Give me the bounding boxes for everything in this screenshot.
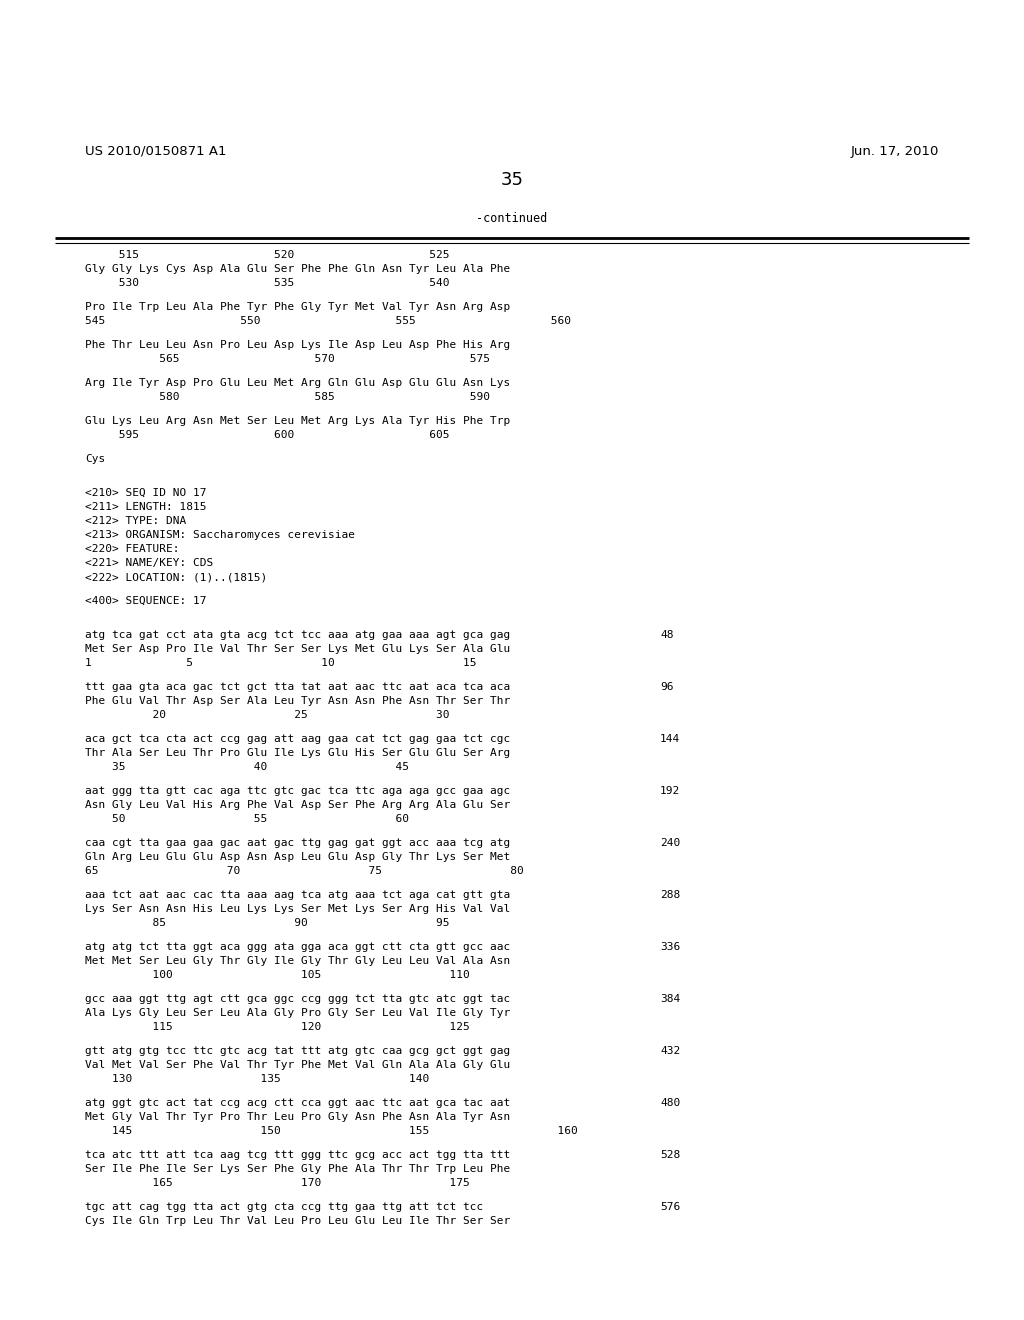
Text: <220> FEATURE:: <220> FEATURE:	[85, 544, 179, 554]
Text: <212> TYPE: DNA: <212> TYPE: DNA	[85, 516, 186, 525]
Text: 432: 432	[660, 1045, 680, 1056]
Text: Lys Ser Asn Asn His Leu Lys Lys Ser Met Lys Ser Arg His Val Val: Lys Ser Asn Asn His Leu Lys Lys Ser Met …	[85, 904, 510, 913]
Text: Ala Lys Gly Leu Ser Leu Ala Gly Pro Gly Ser Leu Val Ile Gly Tyr: Ala Lys Gly Leu Ser Leu Ala Gly Pro Gly …	[85, 1008, 510, 1018]
Text: Met Ser Asp Pro Ile Val Thr Ser Ser Lys Met Glu Lys Ser Ala Glu: Met Ser Asp Pro Ile Val Thr Ser Ser Lys …	[85, 644, 510, 653]
Text: <213> ORGANISM: Saccharomyces cerevisiae: <213> ORGANISM: Saccharomyces cerevisiae	[85, 531, 355, 540]
Text: 100                   105                   110: 100 105 110	[85, 970, 470, 979]
Text: 545                    550                    555                    560: 545 550 555 560	[85, 315, 571, 326]
Text: 145                   150                   155                   160: 145 150 155 160	[85, 1126, 578, 1137]
Text: 384: 384	[660, 994, 680, 1005]
Text: <400> SEQUENCE: 17: <400> SEQUENCE: 17	[85, 597, 207, 606]
Text: 165                   170                   175: 165 170 175	[85, 1177, 470, 1188]
Text: Pro Ile Trp Leu Ala Phe Tyr Phe Gly Tyr Met Val Tyr Asn Arg Asp: Pro Ile Trp Leu Ala Phe Tyr Phe Gly Tyr …	[85, 302, 510, 312]
Text: 240: 240	[660, 838, 680, 847]
Text: 96: 96	[660, 682, 674, 692]
Text: Cys Ile Gln Trp Leu Thr Val Leu Pro Leu Glu Leu Ile Thr Ser Ser: Cys Ile Gln Trp Leu Thr Val Leu Pro Leu …	[85, 1216, 510, 1226]
Text: atg tca gat cct ata gta acg tct tcc aaa atg gaa aaa agt gca gag: atg tca gat cct ata gta acg tct tcc aaa …	[85, 630, 510, 640]
Text: atg atg tct tta ggt aca ggg ata gga aca ggt ctt cta gtt gcc aac: atg atg tct tta ggt aca ggg ata gga aca …	[85, 942, 510, 952]
Text: 65                   70                   75                   80: 65 70 75 80	[85, 866, 523, 876]
Text: 192: 192	[660, 785, 680, 796]
Text: 130                   135                   140: 130 135 140	[85, 1074, 429, 1084]
Text: 35: 35	[501, 172, 523, 189]
Text: US 2010/0150871 A1: US 2010/0150871 A1	[85, 145, 226, 158]
Text: Phe Glu Val Thr Asp Ser Ala Leu Tyr Asn Asn Phe Asn Thr Ser Thr: Phe Glu Val Thr Asp Ser Ala Leu Tyr Asn …	[85, 696, 510, 706]
Text: 288: 288	[660, 890, 680, 900]
Text: 530                    535                    540: 530 535 540	[85, 279, 450, 288]
Text: 565                    570                    575: 565 570 575	[85, 354, 490, 364]
Text: 576: 576	[660, 1203, 680, 1212]
Text: 20                   25                   30: 20 25 30	[85, 710, 450, 719]
Text: aaa tct aat aac cac tta aaa aag tca atg aaa tct aga cat gtt gta: aaa tct aat aac cac tta aaa aag tca atg …	[85, 890, 510, 900]
Text: atg ggt gtc act tat ccg acg ctt cca ggt aac ttc aat gca tac aat: atg ggt gtc act tat ccg acg ctt cca ggt …	[85, 1098, 510, 1107]
Text: aca gct tca cta act ccg gag att aag gaa cat tct gag gaa tct cgc: aca gct tca cta act ccg gag att aag gaa …	[85, 734, 510, 744]
Text: 1              5                   10                   15: 1 5 10 15	[85, 657, 476, 668]
Text: Jun. 17, 2010: Jun. 17, 2010	[851, 145, 939, 158]
Text: <211> LENGTH: 1815: <211> LENGTH: 1815	[85, 502, 207, 512]
Text: Gln Arg Leu Glu Glu Asp Asn Asp Leu Glu Asp Gly Thr Lys Ser Met: Gln Arg Leu Glu Glu Asp Asn Asp Leu Glu …	[85, 851, 510, 862]
Text: Thr Ala Ser Leu Thr Pro Glu Ile Lys Glu His Ser Glu Glu Ser Arg: Thr Ala Ser Leu Thr Pro Glu Ile Lys Glu …	[85, 748, 510, 758]
Text: gcc aaa ggt ttg agt ctt gca ggc ccg ggg tct tta gtc atc ggt tac: gcc aaa ggt ttg agt ctt gca ggc ccg ggg …	[85, 994, 510, 1005]
Text: Val Met Val Ser Phe Val Thr Tyr Phe Met Val Gln Ala Ala Gly Glu: Val Met Val Ser Phe Val Thr Tyr Phe Met …	[85, 1060, 510, 1071]
Text: 50                   55                   60: 50 55 60	[85, 814, 409, 824]
Text: <210> SEQ ID NO 17: <210> SEQ ID NO 17	[85, 488, 207, 498]
Text: 480: 480	[660, 1098, 680, 1107]
Text: 115                   120                   125: 115 120 125	[85, 1022, 470, 1032]
Text: Phe Thr Leu Leu Asn Pro Leu Asp Lys Ile Asp Leu Asp Phe His Arg: Phe Thr Leu Leu Asn Pro Leu Asp Lys Ile …	[85, 341, 510, 350]
Text: caa cgt tta gaa gaa gac aat gac ttg gag gat ggt acc aaa tcg atg: caa cgt tta gaa gaa gac aat gac ttg gag …	[85, 838, 510, 847]
Text: <222> LOCATION: (1)..(1815): <222> LOCATION: (1)..(1815)	[85, 572, 267, 582]
Text: 35                   40                   45: 35 40 45	[85, 762, 409, 772]
Text: 85                   90                   95: 85 90 95	[85, 917, 450, 928]
Text: Asn Gly Leu Val His Arg Phe Val Asp Ser Phe Arg Arg Ala Glu Ser: Asn Gly Leu Val His Arg Phe Val Asp Ser …	[85, 800, 510, 810]
Text: 336: 336	[660, 942, 680, 952]
Text: tca atc ttt att tca aag tcg ttt ggg ttc gcg acc act tgg tta ttt: tca atc ttt att tca aag tcg ttt ggg ttc …	[85, 1150, 510, 1160]
Text: 515                    520                    525: 515 520 525	[85, 249, 450, 260]
Text: aat ggg tta gtt cac aga ttc gtc gac tca ttc aga aga gcc gaa agc: aat ggg tta gtt cac aga ttc gtc gac tca …	[85, 785, 510, 796]
Text: 144: 144	[660, 734, 680, 744]
Text: 528: 528	[660, 1150, 680, 1160]
Text: ttt gaa gta aca gac tct gct tta tat aat aac ttc aat aca tca aca: ttt gaa gta aca gac tct gct tta tat aat …	[85, 682, 510, 692]
Text: 48: 48	[660, 630, 674, 640]
Text: Met Gly Val Thr Tyr Pro Thr Leu Pro Gly Asn Phe Asn Ala Tyr Asn: Met Gly Val Thr Tyr Pro Thr Leu Pro Gly …	[85, 1111, 510, 1122]
Text: <221> NAME/KEY: CDS: <221> NAME/KEY: CDS	[85, 558, 213, 568]
Text: Gly Gly Lys Cys Asp Ala Glu Ser Phe Phe Gln Asn Tyr Leu Ala Phe: Gly Gly Lys Cys Asp Ala Glu Ser Phe Phe …	[85, 264, 510, 275]
Text: Arg Ile Tyr Asp Pro Glu Leu Met Arg Gln Glu Asp Glu Glu Asn Lys: Arg Ile Tyr Asp Pro Glu Leu Met Arg Gln …	[85, 378, 510, 388]
Text: Ser Ile Phe Ile Ser Lys Ser Phe Gly Phe Ala Thr Thr Trp Leu Phe: Ser Ile Phe Ile Ser Lys Ser Phe Gly Phe …	[85, 1164, 510, 1173]
Text: 595                    600                    605: 595 600 605	[85, 430, 450, 440]
Text: Met Met Ser Leu Gly Thr Gly Ile Gly Thr Gly Leu Leu Val Ala Asn: Met Met Ser Leu Gly Thr Gly Ile Gly Thr …	[85, 956, 510, 966]
Text: tgc att cag tgg tta act gtg cta ccg ttg gaa ttg att tct tcc: tgc att cag tgg tta act gtg cta ccg ttg …	[85, 1203, 483, 1212]
Text: Glu Lys Leu Arg Asn Met Ser Leu Met Arg Lys Ala Tyr His Phe Trp: Glu Lys Leu Arg Asn Met Ser Leu Met Arg …	[85, 416, 510, 426]
Text: 580                    585                    590: 580 585 590	[85, 392, 490, 403]
Text: Cys: Cys	[85, 454, 105, 465]
Text: gtt atg gtg tcc ttc gtc acg tat ttt atg gtc caa gcg gct ggt gag: gtt atg gtg tcc ttc gtc acg tat ttt atg …	[85, 1045, 510, 1056]
Text: -continued: -continued	[476, 213, 548, 224]
